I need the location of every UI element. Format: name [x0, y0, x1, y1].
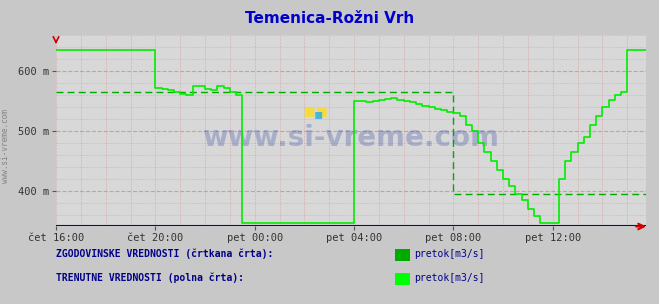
- Text: ▪▪: ▪▪: [302, 102, 329, 121]
- Text: TRENUTNE VREDNOSTI (polna črta):: TRENUTNE VREDNOSTI (polna črta):: [56, 273, 244, 283]
- Text: ▪: ▪: [314, 107, 323, 121]
- Text: www.si-vreme.com: www.si-vreme.com: [202, 124, 500, 152]
- Text: ZGODOVINSKE VREDNOSTI (črtkana črta):: ZGODOVINSKE VREDNOSTI (črtkana črta):: [56, 249, 273, 259]
- Text: www.si-vreme.com: www.si-vreme.com: [1, 109, 10, 183]
- Text: Temenica-Rožni Vrh: Temenica-Rožni Vrh: [245, 11, 414, 26]
- Text: pretok[m3/s]: pretok[m3/s]: [414, 249, 484, 259]
- Text: pretok[m3/s]: pretok[m3/s]: [414, 273, 484, 283]
